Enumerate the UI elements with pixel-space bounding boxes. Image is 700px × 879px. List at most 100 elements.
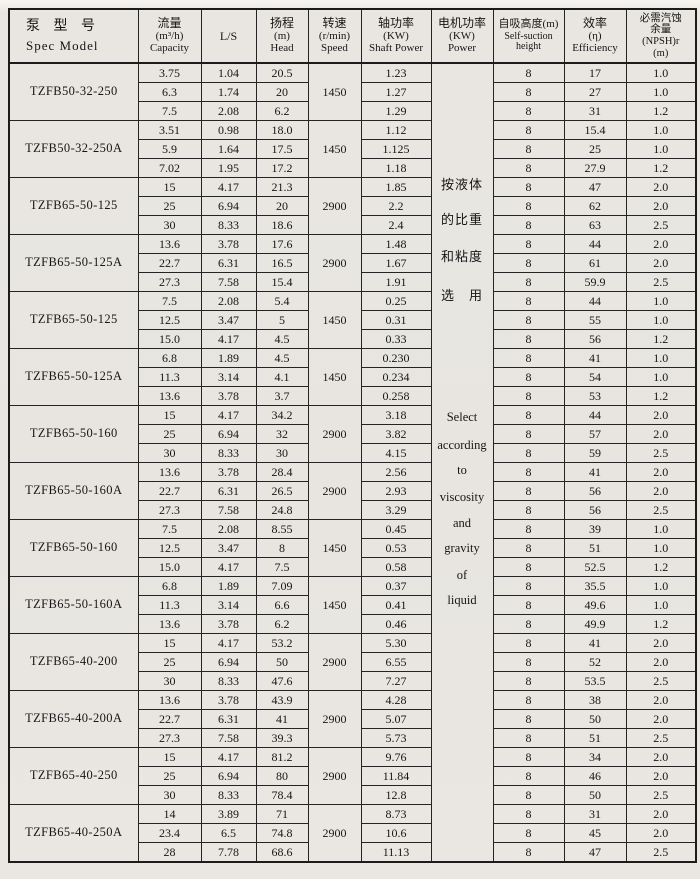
- capacity-cell: 30: [137, 671, 202, 691]
- col-header-model-en: Spec Model: [26, 37, 99, 53]
- capacity-cell: 13.6: [137, 462, 202, 482]
- capacity-cell: 22.7: [137, 709, 202, 729]
- head-cell: 53.2: [255, 633, 309, 653]
- capacity-cell: 13.6: [137, 386, 202, 406]
- npsh-cell: 1.0: [625, 576, 697, 596]
- suction-height-cell: 8: [492, 196, 565, 216]
- shaft-power-cell: 1.125: [360, 139, 432, 159]
- capacity-cell: 15: [137, 633, 202, 653]
- capacity-cell: 25: [137, 766, 202, 786]
- capacity-cell: 14: [137, 804, 202, 824]
- col-header-efficiency: 效率 (η) Efficiency: [563, 8, 627, 64]
- table-row: TZFB65-40-200 15 4.17 53.2 2900 5.30 8 41 2.0: [8, 633, 697, 691]
- model-cell: TZFB65-40-250: [8, 747, 139, 805]
- ls-cell: 6.31: [200, 481, 257, 501]
- efficiency-cell: 51: [563, 538, 627, 558]
- npsh-cell: 2.5: [625, 842, 697, 863]
- suction-height-cell: 8: [492, 519, 565, 539]
- efficiency-cell: 49.9: [563, 614, 627, 634]
- npsh-cell: 1.0: [625, 82, 697, 102]
- shaft-power-cell: 0.37: [360, 576, 432, 596]
- ls-cell: 0.98: [200, 120, 257, 140]
- model-cell: TZFB65-40-200A: [8, 690, 139, 748]
- efficiency-cell: 39: [563, 519, 627, 539]
- shaft-power-cell: 0.53: [360, 538, 432, 558]
- head-cell: 17.5: [255, 139, 309, 159]
- shaft-power-cell: 5.30: [360, 633, 432, 653]
- shaft-power-cell: 9.76: [360, 747, 432, 767]
- npsh-cell: 1.0: [625, 310, 697, 330]
- table-row: TZFB65-50-125A 6.8 1.89 4.5 1450 0.230 8 41 1.0: [8, 348, 697, 406]
- shaft-power-cell: 0.46: [360, 614, 432, 634]
- suction-height-cell: 8: [492, 443, 565, 463]
- table-row: TZFB65-50-160A 6.8 1.89 7.09 1450 0.37 8 35.5 1.…: [8, 576, 697, 634]
- npsh-cell: 2.5: [625, 272, 697, 292]
- npsh-cell: 2.5: [625, 215, 697, 235]
- col-header-motor-power: 电机功率 (KW) Power: [430, 8, 494, 64]
- ls-cell: 4.17: [200, 633, 257, 653]
- capacity-cell: 23.4: [137, 823, 202, 843]
- shaft-power-cell: 3.18: [360, 405, 432, 425]
- ls-cell: 3.78: [200, 234, 257, 254]
- head-cell: 80: [255, 766, 309, 786]
- head-cell: 24.8: [255, 500, 309, 520]
- shaft-power-cell: 1.27: [360, 82, 432, 102]
- capacity-cell: 13.6: [137, 234, 202, 254]
- table-row: 12.5 3.47 5 0.31 8 55 1.0: [9, 310, 697, 330]
- suction-height-cell: 8: [492, 215, 565, 235]
- header-row: 泵 型 号 Spec Model 流量 (m³/h) Capacity L/S …: [8, 8, 697, 64]
- table-row: TZFB65-50-125 15 4.17 21.3 2900 1.85 8 47 2.0: [8, 177, 697, 235]
- shaft-power-cell: 7.27: [360, 671, 432, 691]
- power-note-line: 选 用: [440, 288, 483, 303]
- table-row: 27.3 7.58 39.3 5.73 8 51 2.5: [9, 728, 697, 748]
- npsh-cell: 2.0: [625, 823, 697, 843]
- head-cell: 6.2: [255, 614, 309, 634]
- capacity-cell: 3.75: [137, 62, 202, 83]
- head-cell: 4.5: [255, 348, 309, 368]
- npsh-cell: 2.0: [625, 234, 697, 254]
- head-cell: 18.0: [255, 120, 309, 140]
- ls-cell: 4.17: [200, 557, 257, 577]
- efficiency-cell: 47: [563, 177, 627, 197]
- capacity-cell: 15.0: [137, 557, 202, 577]
- col-header-model: 泵 型 号 Spec Model: [8, 8, 139, 64]
- suction-height-cell: 8: [492, 804, 565, 824]
- shaft-power-cell: 6.55: [360, 652, 432, 672]
- head-cell: 50: [255, 652, 309, 672]
- speed-cell: 2900: [307, 177, 362, 235]
- shaft-power-cell: 0.258: [360, 386, 432, 406]
- suction-height-cell: 8: [492, 557, 565, 577]
- power-note-line: according: [437, 438, 487, 452]
- ls-cell: 6.94: [200, 652, 257, 672]
- suction-height-cell: 8: [492, 481, 565, 501]
- speed-cell: 2900: [307, 462, 362, 520]
- efficiency-cell: 41: [563, 348, 627, 368]
- shaft-power-cell: 3.82: [360, 424, 432, 444]
- ls-cell: 4.17: [200, 177, 257, 197]
- efficiency-cell: 51: [563, 728, 627, 748]
- head-cell: 39.3: [255, 728, 309, 748]
- capacity-cell: 25: [137, 652, 202, 672]
- ls-cell: 1.89: [200, 576, 257, 596]
- capacity-cell: 25: [137, 196, 202, 216]
- head-cell: 43.9: [255, 690, 309, 710]
- npsh-cell: 2.5: [625, 443, 697, 463]
- npsh-cell: 2.0: [625, 424, 697, 444]
- efficiency-cell: 27: [563, 82, 627, 102]
- npsh-cell: 1.0: [625, 62, 697, 83]
- ls-cell: 8.33: [200, 215, 257, 235]
- shaft-power-cell: 10.6: [360, 823, 432, 843]
- efficiency-cell: 53.5: [563, 671, 627, 691]
- head-cell: 20: [255, 82, 309, 102]
- efficiency-cell: 47: [563, 842, 627, 863]
- ls-cell: 8.33: [200, 785, 257, 805]
- model-cell: TZFB65-50-160: [8, 405, 139, 463]
- suction-height-cell: 8: [492, 785, 565, 805]
- head-cell: 17.6: [255, 234, 309, 254]
- shaft-power-cell: 1.12: [360, 120, 432, 140]
- table-row: 22.7 6.31 41 5.07 8 50 2.0: [9, 709, 697, 729]
- ls-cell: 1.95: [200, 158, 257, 178]
- npsh-cell: 1.0: [625, 348, 697, 368]
- npsh-cell: 2.5: [625, 500, 697, 520]
- table-row: 25 6.94 32 3.82 8 57 2.0: [9, 424, 697, 444]
